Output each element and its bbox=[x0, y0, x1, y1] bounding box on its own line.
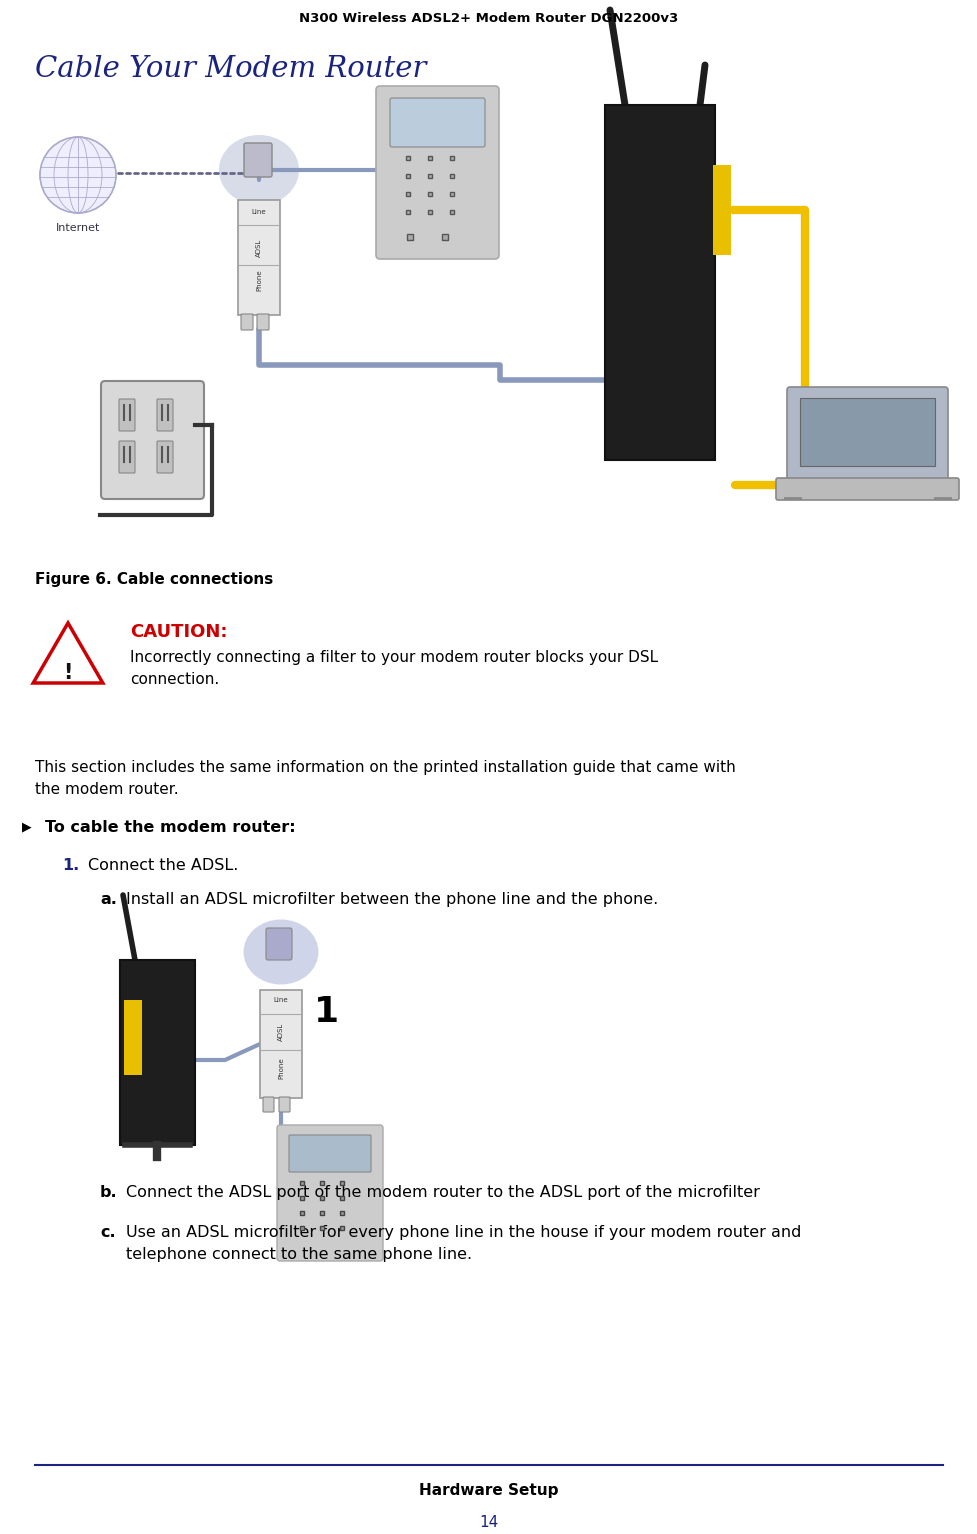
Polygon shape bbox=[33, 623, 103, 683]
FancyBboxPatch shape bbox=[260, 989, 302, 1098]
Ellipse shape bbox=[243, 919, 319, 985]
Text: Phone: Phone bbox=[256, 268, 262, 291]
FancyBboxPatch shape bbox=[263, 1097, 274, 1112]
Text: Incorrectly connecting a filter to your modem router blocks your DSL: Incorrectly connecting a filter to your … bbox=[130, 650, 658, 666]
FancyBboxPatch shape bbox=[101, 380, 204, 499]
Circle shape bbox=[41, 138, 115, 212]
FancyBboxPatch shape bbox=[390, 98, 485, 147]
FancyBboxPatch shape bbox=[157, 399, 173, 431]
Text: b.: b. bbox=[100, 1184, 117, 1200]
FancyBboxPatch shape bbox=[266, 928, 292, 960]
Text: Connect the ADSL port of the modem router to the ADSL port of the microfilter: Connect the ADSL port of the modem route… bbox=[126, 1184, 759, 1200]
FancyBboxPatch shape bbox=[786, 387, 947, 483]
Text: the modem router.: the modem router. bbox=[35, 782, 179, 798]
Text: ADSL: ADSL bbox=[277, 1023, 283, 1042]
Text: Use an ADSL microfilter for every phone line in the house if your modem router a: Use an ADSL microfilter for every phone … bbox=[126, 1226, 800, 1239]
Text: connection.: connection. bbox=[130, 672, 219, 687]
FancyBboxPatch shape bbox=[119, 399, 135, 431]
Text: Phone: Phone bbox=[277, 1057, 283, 1078]
Text: ▶: ▶ bbox=[21, 821, 31, 833]
Text: Connect the ADSL.: Connect the ADSL. bbox=[88, 858, 238, 873]
Text: Figure 6. Cable connections: Figure 6. Cable connections bbox=[35, 572, 273, 588]
Text: ADSL: ADSL bbox=[256, 239, 262, 258]
Text: telephone connect to the same phone line.: telephone connect to the same phone line… bbox=[126, 1247, 472, 1262]
Text: Line: Line bbox=[274, 997, 288, 1003]
FancyBboxPatch shape bbox=[157, 440, 173, 472]
FancyBboxPatch shape bbox=[775, 479, 958, 500]
Text: !: ! bbox=[64, 663, 72, 683]
FancyBboxPatch shape bbox=[237, 199, 279, 314]
Text: a.: a. bbox=[100, 891, 117, 907]
FancyBboxPatch shape bbox=[119, 440, 135, 472]
Text: CAUTION:: CAUTION: bbox=[130, 623, 228, 641]
Text: To cable the modem router:: To cable the modem router: bbox=[45, 821, 295, 834]
Text: 1: 1 bbox=[314, 996, 339, 1029]
Text: N300 Wireless ADSL2+ Modem Router DGN2200v3: N300 Wireless ADSL2+ Modem Router DGN220… bbox=[299, 12, 678, 25]
Text: Hardware Setup: Hardware Setup bbox=[419, 1483, 558, 1499]
FancyBboxPatch shape bbox=[257, 314, 269, 330]
Text: c.: c. bbox=[100, 1226, 115, 1239]
Text: Install an ADSL microfilter between the phone line and the phone.: Install an ADSL microfilter between the … bbox=[126, 891, 658, 907]
FancyBboxPatch shape bbox=[712, 166, 730, 255]
FancyBboxPatch shape bbox=[605, 104, 714, 460]
FancyBboxPatch shape bbox=[799, 397, 934, 466]
FancyBboxPatch shape bbox=[240, 314, 253, 330]
Text: Cable Your Modem Router: Cable Your Modem Router bbox=[35, 55, 426, 83]
Text: Line: Line bbox=[251, 209, 266, 215]
FancyBboxPatch shape bbox=[375, 86, 498, 259]
FancyBboxPatch shape bbox=[278, 1097, 290, 1112]
Text: 14: 14 bbox=[479, 1516, 498, 1529]
FancyBboxPatch shape bbox=[120, 960, 194, 1144]
FancyBboxPatch shape bbox=[276, 1124, 383, 1261]
FancyBboxPatch shape bbox=[289, 1135, 370, 1172]
Ellipse shape bbox=[219, 135, 299, 206]
FancyBboxPatch shape bbox=[124, 1000, 142, 1075]
Text: This section includes the same information on the printed installation guide tha: This section includes the same informati… bbox=[35, 759, 735, 775]
Text: 1.: 1. bbox=[62, 858, 79, 873]
FancyBboxPatch shape bbox=[243, 143, 272, 176]
Text: Internet: Internet bbox=[56, 222, 100, 233]
